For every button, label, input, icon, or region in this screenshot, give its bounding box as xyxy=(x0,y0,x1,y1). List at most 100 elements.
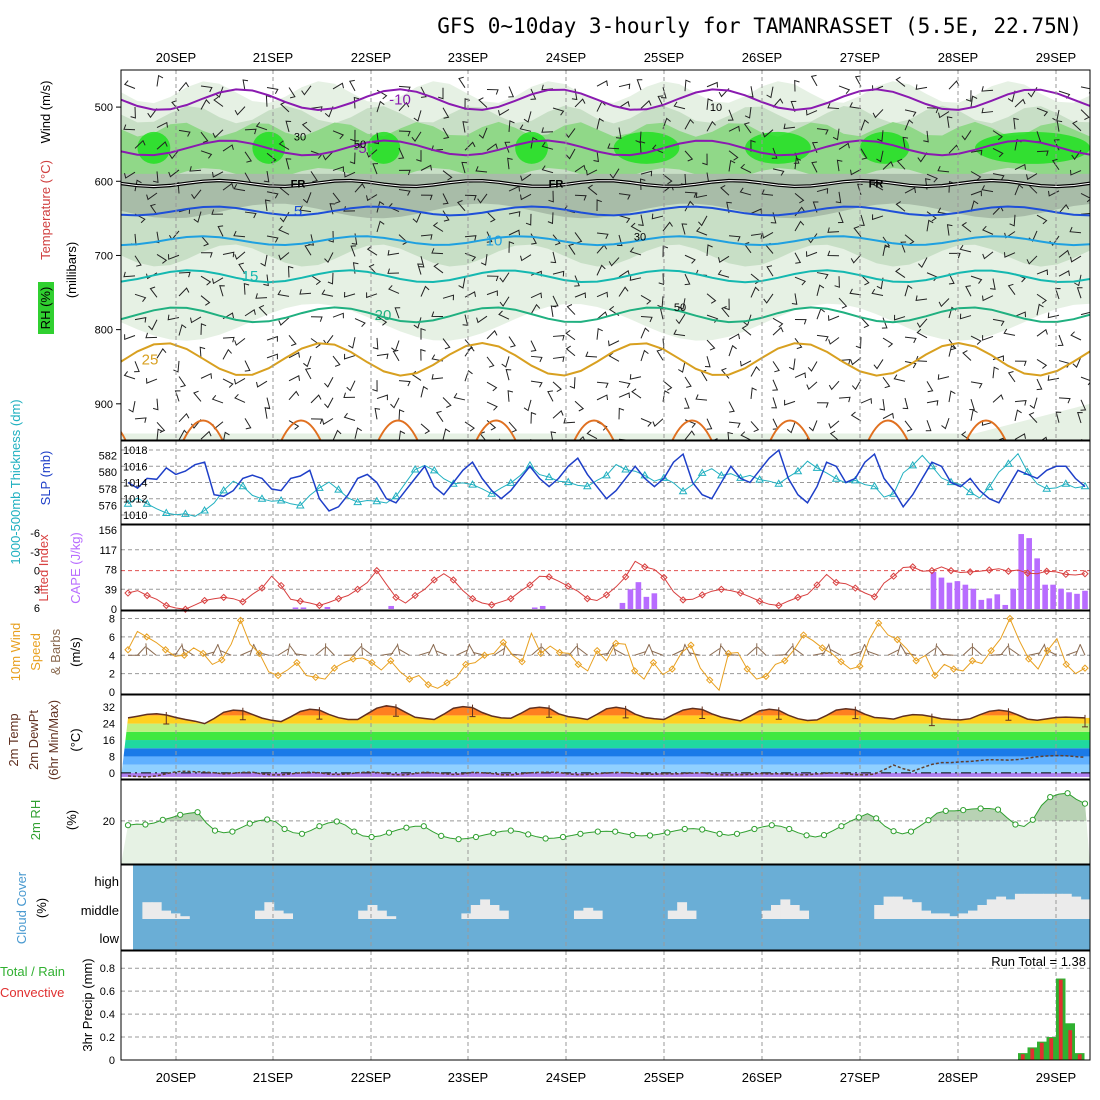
wind-barb xyxy=(741,325,752,336)
wind-barb xyxy=(618,380,631,389)
wind-barb xyxy=(552,107,565,116)
wind-barb xyxy=(970,95,978,108)
surface-wind-barb xyxy=(577,647,589,656)
wind-barb xyxy=(992,130,1003,141)
wind-barb xyxy=(547,212,554,225)
wind-barb xyxy=(882,161,894,170)
rh-line xyxy=(127,792,1086,840)
wind-barb xyxy=(552,410,564,419)
wind-barb xyxy=(431,373,444,380)
wind-barb xyxy=(478,97,488,108)
wind-speed-point xyxy=(705,676,714,684)
wind-barb xyxy=(278,317,290,326)
temperature-tick-label: 16 xyxy=(103,735,115,747)
rh-point xyxy=(316,823,323,830)
rh-point xyxy=(124,822,132,829)
surface-wind-barb xyxy=(934,643,938,656)
middle-cloud-cell xyxy=(874,905,885,919)
wind-barb xyxy=(926,381,934,393)
lifted-index-point xyxy=(430,576,438,584)
temperature-contour xyxy=(121,88,1090,112)
wind-barb xyxy=(849,288,862,296)
wind-barb xyxy=(695,394,708,401)
lifted-index-point xyxy=(660,573,668,582)
surface-wind-barb xyxy=(684,644,692,656)
wind-barb xyxy=(882,377,891,389)
wind-barb xyxy=(200,323,207,335)
middle-cloud-cell xyxy=(1061,893,1072,919)
wind-barb xyxy=(134,139,146,149)
wind-barb xyxy=(200,131,209,143)
wind-barb xyxy=(507,390,514,402)
cloud-level-label: middle xyxy=(81,903,119,918)
wind-barb xyxy=(348,337,356,349)
cape-bar xyxy=(1034,558,1040,609)
wind-barb xyxy=(1036,359,1048,369)
wind-barb xyxy=(387,250,400,256)
wind-speed-point xyxy=(668,665,676,673)
wind-barb xyxy=(596,264,606,276)
wind-barb xyxy=(981,185,994,193)
wind-barb xyxy=(728,401,735,413)
wind-barb xyxy=(222,144,234,152)
wind-barb xyxy=(1069,226,1082,234)
wind-barb xyxy=(940,443,949,452)
wind-barb xyxy=(849,102,862,109)
wind-barb xyxy=(1076,287,1083,299)
wind-barb xyxy=(937,374,950,380)
wind-barb xyxy=(794,192,805,204)
temperature-tick-label: 0 xyxy=(109,768,115,780)
wind-barb xyxy=(124,171,136,179)
wind-barb xyxy=(458,277,466,289)
rh-point xyxy=(977,805,984,812)
wind-barb xyxy=(1026,173,1038,181)
surface-wind-barb xyxy=(211,644,219,656)
lifted-index-point xyxy=(373,566,381,575)
wind-barb xyxy=(727,109,734,121)
wind-barb xyxy=(217,225,224,237)
temperature-band xyxy=(121,756,1090,765)
wind-barb xyxy=(948,80,960,90)
wind-barb xyxy=(859,214,865,226)
wind-barb xyxy=(838,142,850,150)
wind-barb xyxy=(550,305,557,317)
slp-tick-label: 1018 xyxy=(123,445,147,457)
date-label-bottom: 21SEP xyxy=(253,1070,293,1085)
wind-barb xyxy=(322,418,334,425)
thickness-point xyxy=(410,465,420,473)
wind-barb xyxy=(718,255,730,263)
wind-barb xyxy=(146,192,158,201)
wind-barb xyxy=(332,82,344,90)
wind-barb xyxy=(590,454,597,464)
wind-barb xyxy=(152,398,159,411)
wind-barb xyxy=(200,99,211,110)
wind-speed-point xyxy=(555,648,564,657)
wind-barb xyxy=(486,381,498,392)
date-label-top: 28SEP xyxy=(938,50,978,65)
surface-wind-barb xyxy=(1007,643,1011,656)
surface-wind-barb xyxy=(287,643,291,656)
panel-2m-temp: 0 8 16 24 32 2m Temp 2m DewPt (6hr Min/Max) (°C) xyxy=(6,694,1091,780)
wind-barb xyxy=(684,200,694,212)
wind-barb xyxy=(684,254,696,264)
wind-barb xyxy=(684,397,690,409)
wind-barb xyxy=(199,346,206,359)
wind-barb xyxy=(304,244,312,256)
wind-barb xyxy=(902,136,909,149)
wind-barb xyxy=(476,315,488,324)
thickness-point xyxy=(181,509,190,517)
wind-barb xyxy=(750,366,761,377)
date-label-top: 24SEP xyxy=(546,50,586,65)
lifted-index-point xyxy=(296,597,304,605)
wind-barb xyxy=(593,150,599,163)
wind-barb xyxy=(134,179,142,192)
wind-barb xyxy=(288,420,300,430)
date-label-top: 23SEP xyxy=(448,50,488,65)
thickness-tick-label: 582 xyxy=(99,450,117,462)
wind-barb xyxy=(308,234,315,246)
date-label-bottom: 25SEP xyxy=(644,1070,684,1085)
wind-barb xyxy=(508,86,515,98)
surface-wind-barb xyxy=(812,652,825,656)
wind-barb xyxy=(838,396,851,403)
wind-barb xyxy=(1056,450,1061,461)
